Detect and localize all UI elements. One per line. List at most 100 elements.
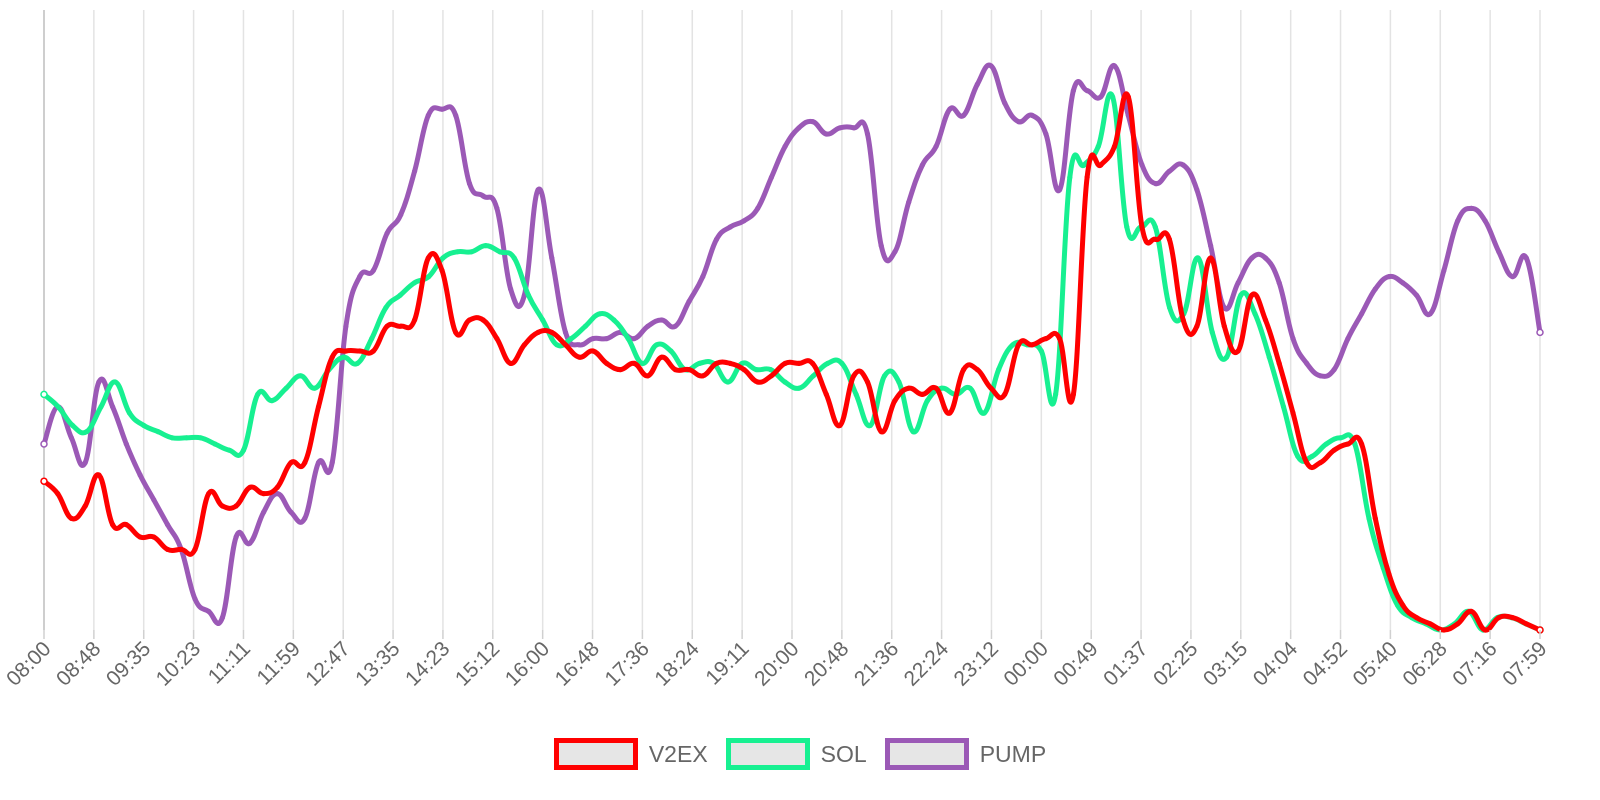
data-point-sol[interactable]: [141, 422, 147, 428]
data-point-sol[interactable]: [938, 385, 945, 391]
data-point-sol[interactable]: [1152, 224, 1158, 230]
data-point-pump[interactable]: [123, 441, 129, 447]
data-point-v2ex[interactable]: [370, 348, 376, 354]
data-point-v2ex[interactable]: [40, 477, 48, 485]
data-point-pump[interactable]: [713, 236, 720, 242]
data-point-pump[interactable]: [1441, 267, 1447, 273]
data-point-v2ex[interactable]: [96, 472, 102, 478]
data-point-pump[interactable]: [1359, 311, 1365, 317]
data-point-v2ex[interactable]: [137, 534, 143, 540]
data-point-pump[interactable]: [933, 143, 939, 149]
data-point-pump[interactable]: [576, 342, 582, 348]
data-point-v2ex[interactable]: [1043, 335, 1049, 342]
data-point-pump[interactable]: [233, 534, 239, 540]
data-point-v2ex[interactable]: [466, 317, 473, 323]
data-point-pump[interactable]: [686, 298, 692, 304]
data-point-pump[interactable]: [974, 81, 980, 88]
data-point-sol[interactable]: [725, 379, 731, 385]
data-point-pump[interactable]: [1057, 187, 1063, 193]
data-point-sol[interactable]: [554, 342, 560, 348]
data-point-pump[interactable]: [260, 509, 267, 515]
data-point-sol[interactable]: [668, 348, 674, 354]
data-point-pump[interactable]: [823, 131, 829, 137]
data-point-pump[interactable]: [549, 255, 555, 261]
data-point-v2ex[interactable]: [151, 534, 157, 540]
data-point-pump[interactable]: [535, 187, 541, 193]
data-point-sol[interactable]: [853, 391, 859, 397]
data-point-sol[interactable]: [1366, 515, 1372, 522]
data-point-v2ex[interactable]: [549, 329, 555, 335]
data-point-v2ex[interactable]: [755, 379, 761, 385]
data-point-pump[interactable]: [343, 323, 349, 329]
data-point-pump[interactable]: [68, 435, 75, 441]
data-point-v2ex[interactable]: [55, 490, 61, 497]
data-point-pump[interactable]: [302, 515, 308, 522]
data-point-v2ex[interactable]: [1304, 459, 1310, 466]
data-point-sol[interactable]: [212, 441, 218, 447]
data-point-pump[interactable]: [1455, 218, 1461, 224]
data-point-v2ex[interactable]: [494, 335, 500, 342]
data-point-pump[interactable]: [1317, 373, 1324, 379]
data-point-v2ex[interactable]: [617, 366, 624, 373]
data-point-v2ex[interactable]: [82, 503, 88, 509]
data-point-v2ex[interactable]: [713, 360, 720, 366]
data-point-pump[interactable]: [837, 125, 843, 131]
data-point-v2ex[interactable]: [315, 404, 322, 410]
data-point-v2ex[interactable]: [425, 255, 431, 261]
data-point-v2ex[interactable]: [1057, 335, 1063, 342]
data-point-pump[interactable]: [1331, 366, 1337, 373]
data-point-sol[interactable]: [411, 280, 417, 286]
data-point-v2ex[interactable]: [672, 366, 678, 373]
data-point-pump[interactable]: [919, 162, 926, 168]
data-point-v2ex[interactable]: [1139, 224, 1145, 230]
data-point-pump[interactable]: [768, 174, 775, 180]
data-point-pump[interactable]: [1345, 335, 1351, 342]
data-point-sol[interactable]: [354, 360, 360, 366]
data-point-sol[interactable]: [40, 390, 48, 399]
data-point-v2ex[interactable]: [164, 546, 171, 553]
data-point-v2ex[interactable]: [1235, 348, 1241, 354]
data-point-v2ex[interactable]: [1455, 621, 1461, 627]
data-point-v2ex[interactable]: [1208, 255, 1214, 261]
data-point-v2ex[interactable]: [302, 459, 308, 466]
data-point-pump[interactable]: [40, 440, 48, 448]
data-point-sol[interactable]: [297, 373, 304, 379]
data-point-pump[interactable]: [96, 379, 102, 385]
data-point-sol[interactable]: [782, 379, 788, 385]
data-point-pump[interactable]: [851, 125, 857, 131]
data-point-v2ex[interactable]: [741, 366, 747, 373]
data-point-sol[interactable]: [924, 397, 931, 404]
data-point-sol[interactable]: [155, 428, 161, 435]
data-point-pump[interactable]: [741, 218, 747, 224]
data-point-v2ex[interactable]: [590, 348, 596, 354]
data-point-pump[interactable]: [1468, 205, 1475, 211]
data-point-pump[interactable]: [206, 608, 212, 615]
data-point-pump[interactable]: [1290, 335, 1296, 342]
data-point-v2ex[interactable]: [1441, 627, 1447, 633]
data-point-sol[interactable]: [511, 255, 517, 261]
data-point-pump[interactable]: [110, 404, 116, 410]
data-point-pump[interactable]: [1029, 112, 1035, 119]
data-point-pump[interactable]: [562, 329, 569, 335]
data-point-sol[interactable]: [1124, 224, 1130, 230]
data-point-pump[interactable]: [1208, 243, 1214, 249]
data-point-v2ex[interactable]: [384, 323, 390, 329]
data-point-v2ex[interactable]: [398, 323, 404, 329]
data-point-v2ex[interactable]: [1510, 614, 1516, 621]
data-point-pump[interactable]: [247, 540, 253, 546]
data-point-sol[interactable]: [1224, 354, 1230, 360]
data-point-sol[interactable]: [1252, 311, 1258, 317]
data-point-v2ex[interactable]: [700, 373, 706, 379]
data-point-pump[interactable]: [1015, 119, 1022, 125]
data-point-sol[interactable]: [639, 360, 646, 366]
data-point-v2ex[interactable]: [1317, 459, 1324, 466]
data-point-v2ex[interactable]: [1015, 342, 1022, 348]
data-point-v2ex[interactable]: [1276, 360, 1282, 366]
data-point-pump[interactable]: [357, 273, 363, 280]
data-point-sol[interactable]: [1010, 342, 1016, 348]
data-point-v2ex[interactable]: [1482, 627, 1488, 633]
data-point-v2ex[interactable]: [658, 354, 665, 360]
data-point-pump[interactable]: [1166, 168, 1173, 174]
data-point-v2ex[interactable]: [960, 366, 967, 373]
data-point-v2ex[interactable]: [1413, 614, 1420, 621]
